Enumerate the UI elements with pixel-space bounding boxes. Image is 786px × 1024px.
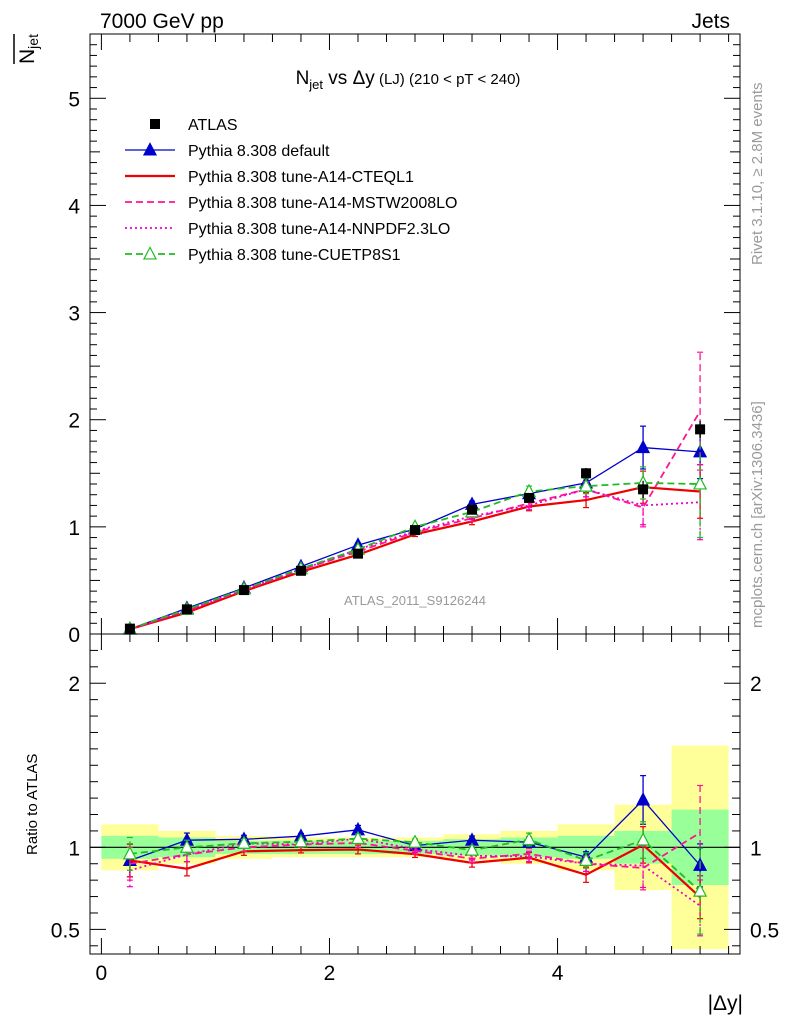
- x-tick-label: 2: [324, 962, 336, 985]
- ratio-y-tick-label-right: 1: [750, 837, 762, 860]
- ratio-y-tick-label: 1: [68, 837, 80, 860]
- legend-entry-4: Pythia 8.308 tune-A14-NNPDF2.3LO: [125, 221, 450, 238]
- ratio-point: [407, 834, 423, 848]
- header-left: 7000 GeV pp: [100, 10, 224, 33]
- legend: ATLAS Pythia 8.308 default Pythia 8.308 tu…: [125, 117, 457, 264]
- legend-marker: [142, 142, 158, 156]
- data-point: [410, 525, 420, 536]
- x-tick-label: 0: [96, 962, 108, 985]
- series-point: [579, 478, 594, 492]
- main-axes: 0 1 2 3 4 5: [68, 34, 740, 647]
- data-point: [581, 468, 592, 479]
- series-point: [636, 439, 651, 454]
- legend-label: Pythia 8.308 tune-A14-CTEQL1: [188, 169, 414, 186]
- ratio-y-tick-label-right: 0.5: [750, 919, 779, 942]
- legend-entry-1: Pythia 8.308 default: [125, 142, 330, 160]
- ratio-line-3: [129, 837, 701, 907]
- data-point: [295, 565, 306, 576]
- data-point: [695, 424, 706, 435]
- analysis-watermark: ATLAS_2011_S9126244: [344, 593, 486, 608]
- y-tick-label: 4: [68, 195, 80, 218]
- legend-marker: [150, 119, 160, 129]
- data-point: [467, 504, 478, 515]
- ratio-frame: [89, 633, 741, 955]
- y-axis-label: Njet: [13, 34, 41, 64]
- data-point: [524, 492, 535, 503]
- rivet-label: Rivet 3.1.10, ≥ 2.8M events: [749, 83, 766, 266]
- legend-label: Pythia 8.308 default: [188, 143, 330, 160]
- ratio-point: [236, 835, 251, 849]
- y-tick-label: 5: [68, 88, 80, 111]
- data-point: [238, 585, 249, 596]
- series-line-3: [129, 488, 701, 631]
- data-point: [352, 548, 363, 559]
- mcplots-label: mcplots.cern.ch [arXiv:1306.3436]: [749, 401, 766, 628]
- ratio-point: [464, 842, 480, 856]
- legend-label: Pythia 8.308 tune-A14-NNPDF2.3LO: [188, 221, 450, 238]
- y-tick-label: 2: [68, 410, 80, 433]
- ratio-y-tick-label-right: 2: [750, 673, 762, 696]
- data-point: [181, 604, 192, 615]
- legend-entry-2: Pythia 8.308 tune-A14-CTEQL1: [125, 169, 414, 186]
- legend-label: Pythia 8.308 tune-CUETP8S1: [188, 247, 401, 264]
- ratio-point: [693, 883, 708, 897]
- legend-label: ATLAS: [188, 117, 238, 134]
- main-series: [122, 351, 708, 635]
- data-point: [124, 623, 135, 634]
- ratio-point: [293, 833, 309, 848]
- legend-marker: [142, 246, 158, 260]
- header-right: Jets: [691, 10, 730, 33]
- y-axis-label-main: Njet: [16, 34, 41, 64]
- ratio-point: [521, 831, 537, 846]
- x-axis-label: |Δy|: [708, 992, 743, 1015]
- ratio-y-tick-label: 0.5: [51, 919, 80, 942]
- legend-label: Pythia 8.308 tune-A14-MSTW2008LO: [188, 195, 457, 212]
- ratio-point: [179, 839, 194, 853]
- ratio-y-tick-label: 2: [68, 673, 80, 696]
- series-point: [693, 476, 708, 490]
- chart-title: Njet vs Δy (LJ) (210 < pT < 240): [296, 68, 521, 92]
- ratio-point: [636, 832, 651, 846]
- legend-entry-0: ATLAS: [150, 117, 238, 134]
- ratio-axes: 0 2 4 0.5 0.5 1 1 2 2: [51, 634, 779, 985]
- ratio-point: [122, 846, 137, 860]
- ratio-point: [579, 852, 594, 867]
- ratio-point: [636, 792, 651, 806]
- y-tick-label: 0: [68, 624, 80, 647]
- legend-entry-5: Pythia 8.308 tune-CUETP8S1: [125, 246, 401, 264]
- data-point: [638, 484, 649, 495]
- ratio-point: [350, 830, 366, 845]
- legend-entry-3: Pythia 8.308 tune-A14-MSTW2008LO: [125, 195, 457, 212]
- y-tick-label: 3: [68, 303, 80, 326]
- ratio-y-axis-label: Ratio to ATLAS: [24, 754, 41, 855]
- y-tick-label: 1: [68, 517, 80, 540]
- x-tick-label: 4: [552, 962, 564, 985]
- ratio-series: [122, 775, 708, 937]
